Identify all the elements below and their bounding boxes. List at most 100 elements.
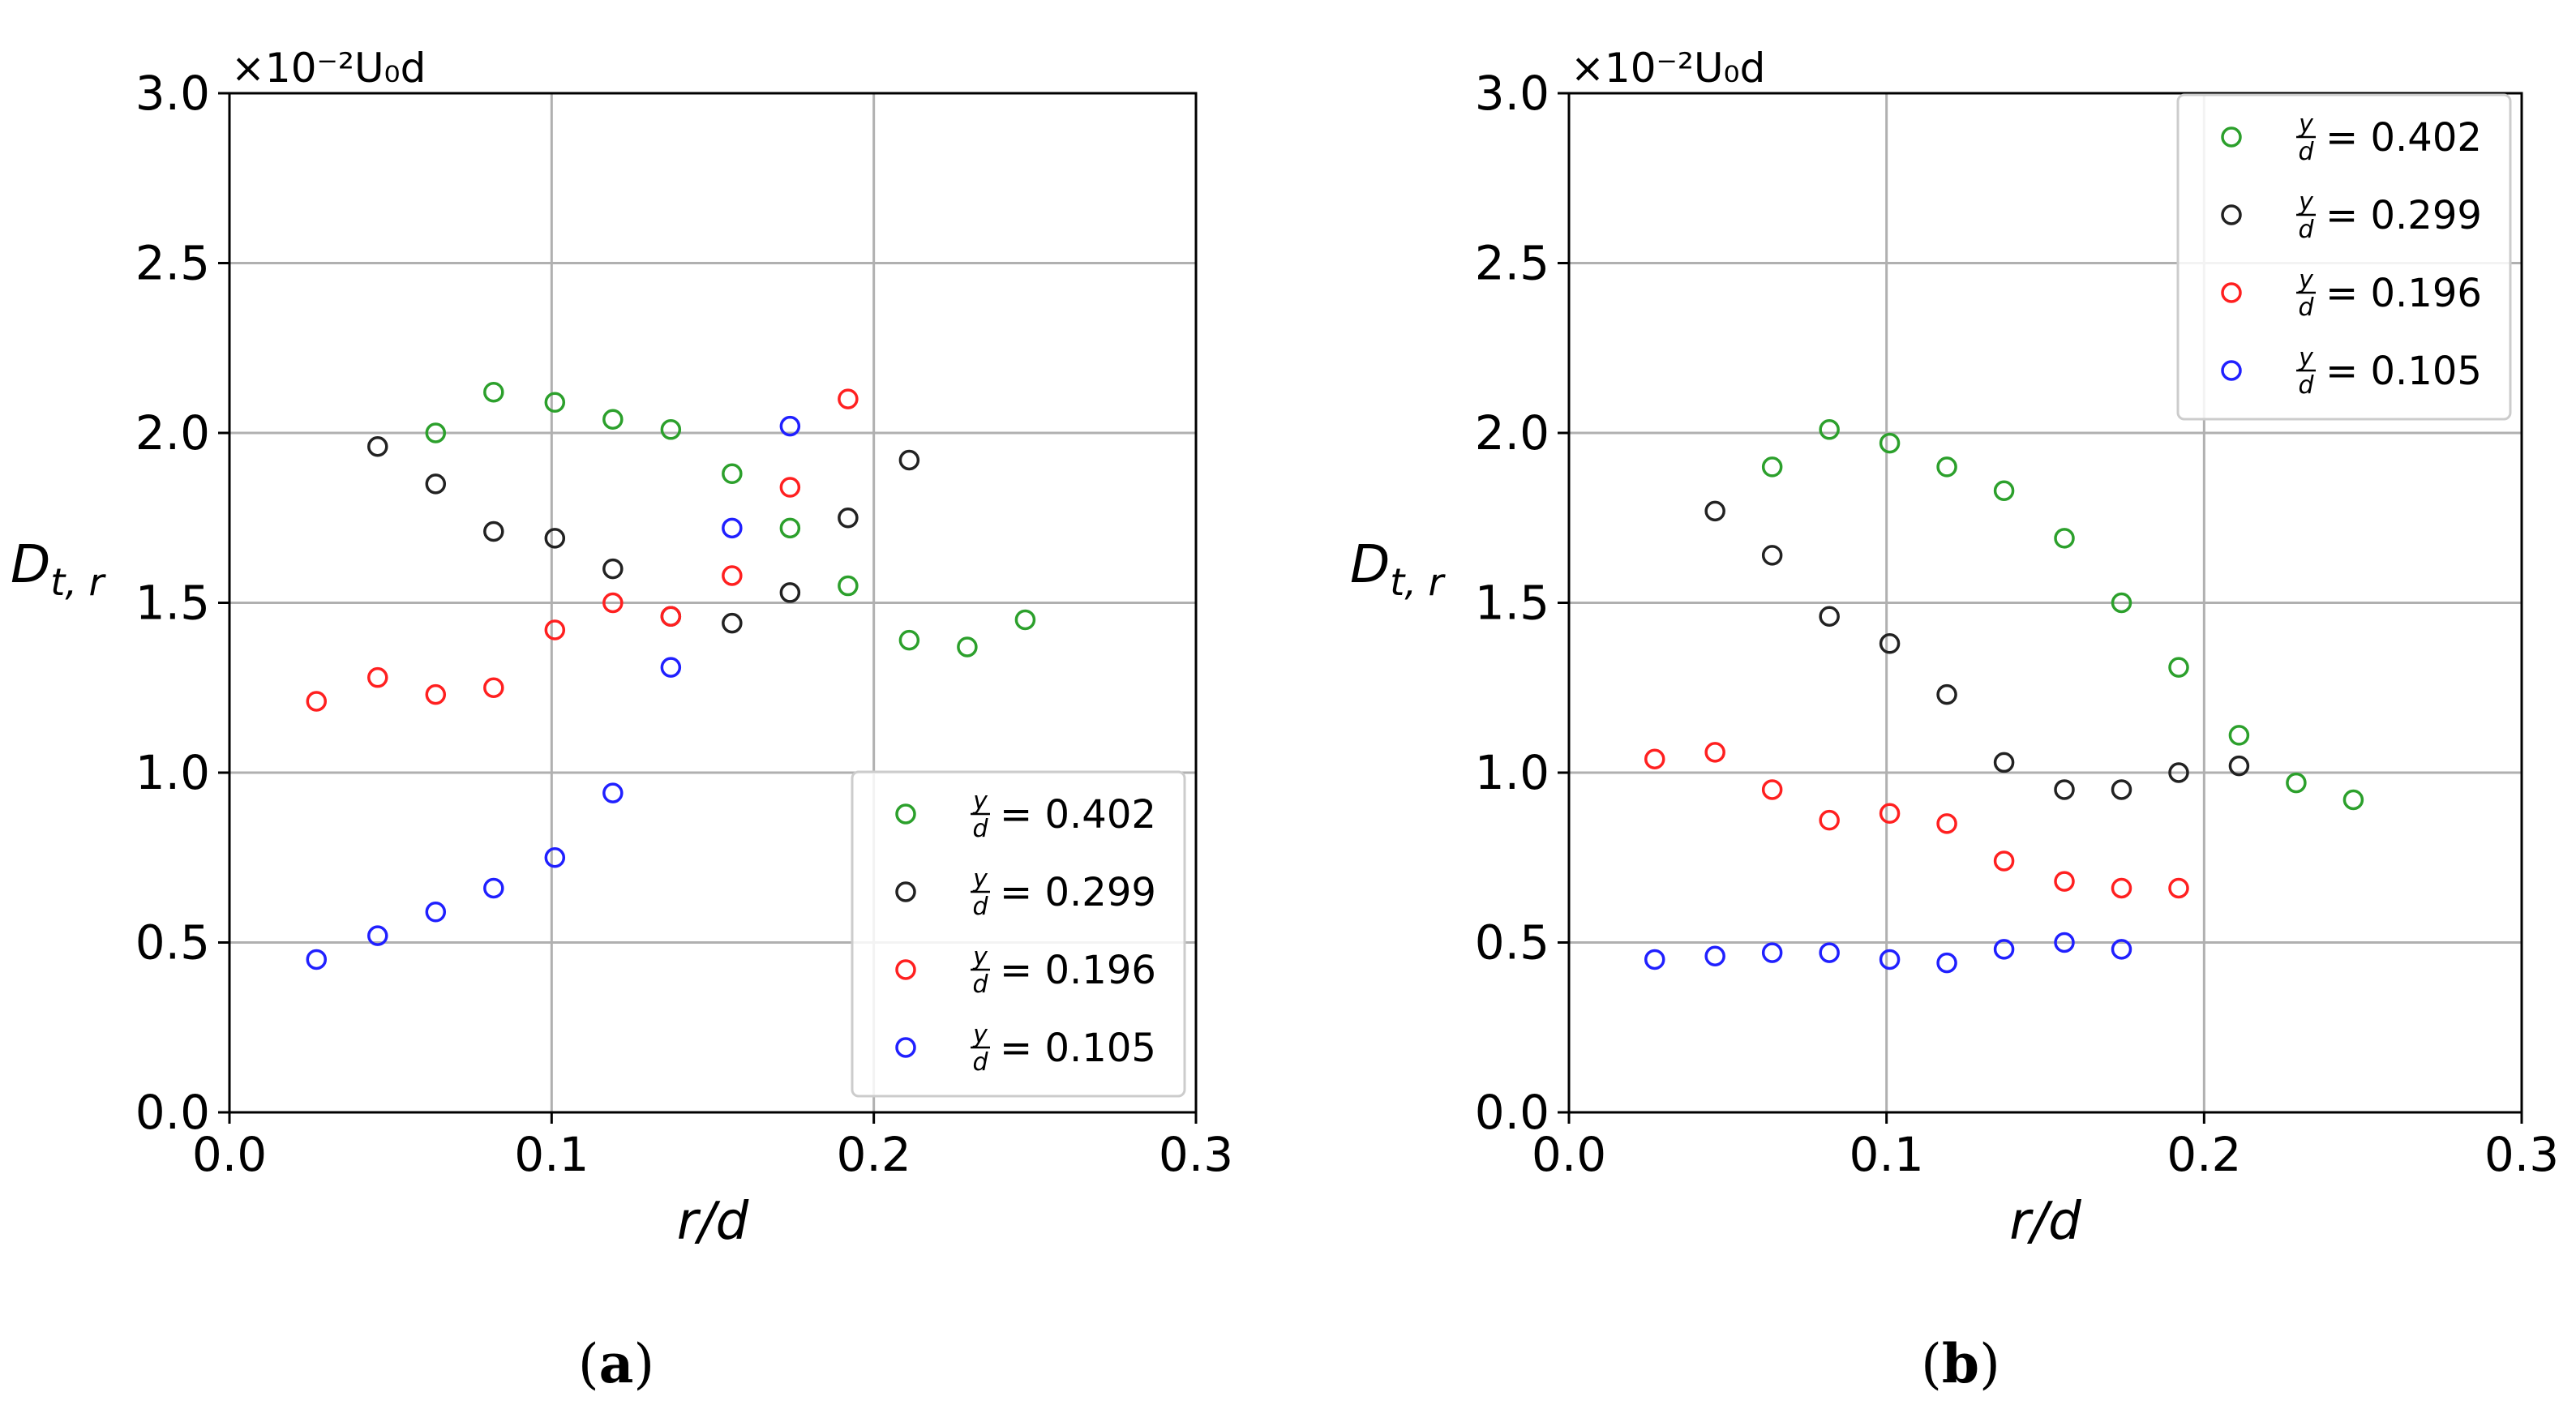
data-point: [1993, 850, 2015, 872]
data-point: [2342, 789, 2364, 811]
data-point: [544, 392, 566, 413]
legend-frac-den: d: [972, 893, 988, 921]
legend-frac-num: y: [972, 1021, 988, 1049]
x-axis-label: r/d: [677, 1192, 749, 1252]
data-point: [2054, 528, 2075, 549]
y-axis-label: Dt, r: [11, 535, 107, 604]
legend-value: = 0.196: [1000, 948, 1156, 993]
caption-close: ): [633, 1333, 654, 1395]
data-point: [602, 782, 624, 803]
series-0.402: [1761, 419, 2364, 811]
data-point: [1936, 683, 1957, 705]
data-point: [483, 381, 504, 403]
data-point: [1644, 949, 1665, 970]
data-point: [602, 409, 624, 430]
data-point: [1819, 809, 1840, 831]
panel-caption: (a): [578, 1332, 654, 1395]
data-point: [1819, 606, 1840, 628]
data-point: [425, 902, 447, 923]
data-point: [660, 606, 682, 628]
data-point: [2228, 755, 2250, 777]
data-point: [779, 582, 801, 603]
caption-open: (: [578, 1333, 599, 1395]
legend-marker: [2221, 204, 2242, 225]
data-point: [2111, 779, 2132, 800]
y-axis-label-main: D: [1350, 535, 1390, 595]
x-axis-label: r/d: [2009, 1192, 2081, 1252]
data-point: [779, 477, 801, 498]
data-point: [1761, 779, 1783, 800]
legend-frac-den: d: [972, 970, 988, 999]
data-point: [2228, 725, 2250, 746]
data-point: [779, 415, 801, 437]
data-point: [722, 565, 743, 586]
data-point: [544, 847, 566, 868]
series-0.105: [1644, 932, 2132, 974]
y-tick-label: 1.5: [1475, 576, 1549, 631]
data-point: [722, 463, 743, 485]
data-point: [483, 877, 504, 899]
data-point: [1879, 949, 1901, 970]
legend-value: = 0.105: [2325, 349, 2482, 394]
legend-marker: [895, 803, 916, 825]
data-point: [838, 508, 859, 529]
data-point: [2111, 939, 2132, 960]
x-tick-label: 0.0: [1532, 1127, 1606, 1182]
legend-value: = 0.299: [2325, 193, 2482, 238]
y-tick-label: 2.5: [135, 236, 210, 291]
data-point: [1761, 942, 1783, 963]
data-point: [660, 419, 682, 440]
x-tick-label: 0.3: [2484, 1127, 2559, 1182]
data-point: [1761, 456, 1783, 478]
legend-value: = 0.402: [2325, 115, 2482, 161]
y-tick-label: 2.0: [1475, 405, 1549, 461]
legend-marker: [895, 881, 916, 902]
x-tick-label: 0.1: [1849, 1127, 1924, 1182]
y-tick-label: 1.0: [135, 745, 210, 800]
legend-value: = 0.196: [2325, 271, 2482, 316]
legend-marker: [2221, 360, 2242, 381]
data-point: [1819, 942, 1840, 963]
data-point: [2054, 779, 2075, 800]
y-tick-label: 1.0: [1475, 745, 1549, 800]
data-point: [425, 683, 447, 705]
series-0.402: [425, 381, 1036, 658]
legend-marker: [2221, 282, 2242, 303]
legend-frac-den: d: [972, 815, 988, 843]
data-point: [544, 528, 566, 549]
scale-label: ×10⁻²U₀d: [231, 45, 426, 92]
series-0.299: [1704, 500, 2250, 800]
y-tick-label: 1.5: [135, 576, 210, 631]
data-point: [306, 949, 328, 970]
data-point: [1993, 480, 2015, 501]
data-point: [838, 575, 859, 597]
panel-caption: (b): [1921, 1332, 2000, 1395]
series-0.196: [306, 388, 859, 712]
y-axis-label-sub: t, r: [1390, 560, 1446, 604]
caption-close: ): [1979, 1333, 2000, 1395]
legend-value: = 0.402: [1000, 792, 1156, 838]
legend-frac-num: y: [972, 943, 988, 971]
legend-frac-den: d: [2298, 371, 2314, 400]
scale-label: ×10⁻²U₀d: [1571, 45, 1765, 92]
legend-frac-den: d: [2298, 216, 2314, 244]
data-point: [722, 517, 743, 539]
panel-b: 0.0 0.1 0.2 0.3 0.0 0.5 1.0 1.5 2.0 2.5 3.0 ×10⁻²U₀…: [1350, 45, 2559, 1395]
legend-frac-num: y: [972, 865, 988, 893]
data-point: [2168, 657, 2189, 678]
data-point: [425, 422, 447, 443]
data-point: [2054, 932, 2075, 953]
data-point: [367, 925, 388, 946]
data-point: [1936, 813, 1957, 834]
legend-marker: [895, 959, 916, 980]
data-point: [483, 521, 504, 542]
data-point: [425, 473, 447, 495]
data-point: [544, 619, 566, 640]
data-point: [722, 612, 743, 634]
x-tick-label: 0.3: [1159, 1127, 1233, 1182]
y-axis-label-sub: t, r: [50, 560, 106, 604]
legend-frac-num: y: [2298, 344, 2314, 372]
legend-frac-num: y: [972, 787, 988, 816]
